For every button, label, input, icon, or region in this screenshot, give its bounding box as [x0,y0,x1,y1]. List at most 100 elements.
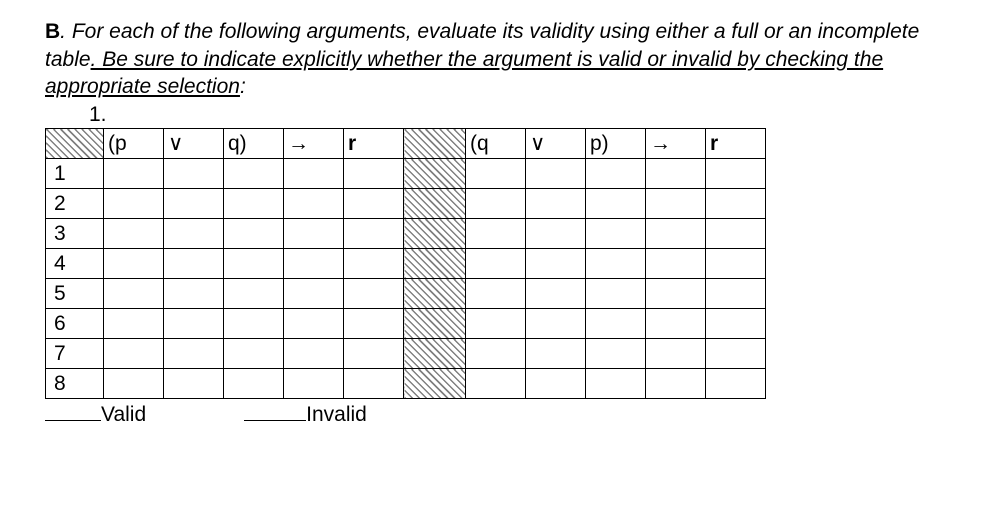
row-number-cell: 2 [46,189,104,219]
table-cell[interactable] [586,219,646,249]
table-cell[interactable] [344,189,404,219]
table-cell[interactable] [224,339,284,369]
table-cell[interactable] [586,279,646,309]
table-cell[interactable] [646,249,706,279]
table-cell[interactable] [104,249,164,279]
table-cell[interactable] [344,309,404,339]
table-cell[interactable] [466,189,526,219]
table-cell[interactable] [526,309,586,339]
table-cell[interactable] [526,249,586,279]
table-cell[interactable] [344,339,404,369]
hatched-cell [404,189,466,219]
table-cell[interactable] [224,279,284,309]
table-cell[interactable] [284,339,344,369]
table-cell[interactable] [706,159,766,189]
table-cell[interactable] [104,189,164,219]
table-cell[interactable] [646,159,706,189]
hatched-cell [46,129,104,159]
table-cell[interactable] [104,309,164,339]
table-cell[interactable] [646,309,706,339]
hatched-cell [404,339,466,369]
table-cell[interactable] [284,309,344,339]
table-cell[interactable] [526,279,586,309]
table-cell[interactable] [164,219,224,249]
table-cell[interactable] [706,309,766,339]
table-cell[interactable] [706,279,766,309]
table-cell[interactable] [706,219,766,249]
table-cell[interactable] [526,159,586,189]
table-cell[interactable] [526,369,586,399]
header-cell: ∨ [526,129,586,159]
instruction-underlined: . Be sure to indicate explicitly whether… [45,48,883,99]
table-cell[interactable] [466,339,526,369]
table-cell[interactable] [164,339,224,369]
table-cell[interactable] [164,249,224,279]
table-cell[interactable] [224,309,284,339]
table-cell[interactable] [706,339,766,369]
table-cell[interactable] [646,339,706,369]
table-cell[interactable] [466,159,526,189]
table-cell[interactable] [164,279,224,309]
table-cell[interactable] [104,159,164,189]
table-cell[interactable] [526,339,586,369]
invalid-label: Invalid [306,403,367,427]
table-cell[interactable] [466,279,526,309]
table-cell[interactable] [646,279,706,309]
table-cell[interactable] [224,369,284,399]
table-cell[interactable] [224,159,284,189]
table-cell[interactable] [586,309,646,339]
table-cell[interactable] [344,369,404,399]
table-cell[interactable] [586,189,646,219]
table-cell[interactable] [586,339,646,369]
table-cell[interactable] [164,369,224,399]
header-label: → [288,132,309,155]
table-cell[interactable] [284,249,344,279]
header-cell: r [344,129,404,159]
table-cell[interactable] [706,189,766,219]
invalid-blank[interactable] [244,401,306,421]
table-cell[interactable] [586,249,646,279]
table-cell[interactable] [224,219,284,249]
row-number-cell: 1 [46,159,104,189]
truth-table: (p∨q)→r(q∨p)→r12345678 [45,128,766,399]
table-cell[interactable] [344,249,404,279]
table-cell[interactable] [586,369,646,399]
table-cell[interactable] [164,189,224,219]
section-label: B [45,20,60,43]
table-cell[interactable] [284,219,344,249]
table-cell[interactable] [526,189,586,219]
table-cell[interactable] [164,159,224,189]
table-cell[interactable] [344,219,404,249]
valid-blank[interactable] [45,401,101,421]
table-cell[interactable] [526,219,586,249]
table-cell[interactable] [104,369,164,399]
hatched-cell [404,159,466,189]
table-cell[interactable] [706,249,766,279]
table-cell[interactable] [466,369,526,399]
table-cell[interactable] [224,249,284,279]
hatched-cell [404,369,466,399]
table-cell[interactable] [284,279,344,309]
table-cell[interactable] [224,189,284,219]
row-number-cell: 8 [46,369,104,399]
table-cell[interactable] [344,159,404,189]
table-cell[interactable] [104,219,164,249]
table-cell[interactable] [706,369,766,399]
header-label: ∨ [530,132,545,155]
table-cell[interactable] [104,339,164,369]
table-cell[interactable] [466,309,526,339]
table-cell[interactable] [104,279,164,309]
table-cell[interactable] [646,189,706,219]
table-cell[interactable] [646,369,706,399]
table-cell[interactable] [284,369,344,399]
table-cell[interactable] [164,309,224,339]
header-label: → [650,132,671,155]
table-cell[interactable] [466,249,526,279]
table-cell[interactable] [284,159,344,189]
table-cell[interactable] [466,219,526,249]
table-cell[interactable] [646,219,706,249]
answer-row: Valid Invalid [45,401,949,427]
table-cell[interactable] [284,189,344,219]
table-cell[interactable] [344,279,404,309]
table-cell[interactable] [586,159,646,189]
